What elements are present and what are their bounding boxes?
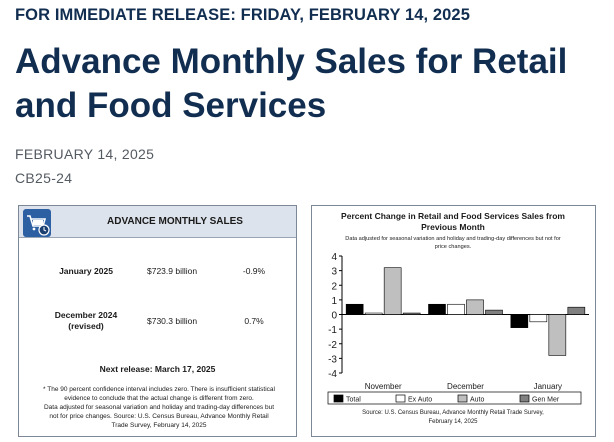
shopping-cart-clock-icon <box>23 209 51 237</box>
bar-auto-december <box>466 299 484 315</box>
legend-label: Auto <box>470 397 485 404</box>
bar-gen-mer-november <box>402 312 421 315</box>
bar-ex-auto-december <box>447 303 465 315</box>
bar-auto-november <box>383 267 402 315</box>
y-tick-label: 2 <box>331 281 337 292</box>
chart-title-line1: Percent Change in Retail and Food Servic… <box>341 211 565 221</box>
chart-card: Percent Change in Retail and Food Servic… <box>311 205 596 437</box>
legend-swatch <box>457 394 468 403</box>
footnote-line: Data adjusted for seasonal variation and… <box>43 404 275 411</box>
bar-ex-auto-november <box>364 312 383 315</box>
release-line: FOR IMMEDIATE RELEASE: FRIDAY, FEBRUARY … <box>15 6 470 24</box>
legend-label: Gen Mer <box>532 397 560 404</box>
chart-subtitle-line2: price changes. <box>435 244 472 250</box>
bar-total-january <box>510 314 529 328</box>
row-change: 0.7% <box>244 316 264 326</box>
row-label: December 2024 <box>54 310 118 320</box>
row-value: $730.3 billion <box>147 316 198 326</box>
y-tick-label: -3 <box>328 354 337 365</box>
bar-total-december <box>428 303 446 315</box>
chart-subtitle-line1: Data adjusted for seasonal variation and… <box>345 236 561 242</box>
y-tick-label: -1 <box>328 325 337 336</box>
bar-gen-mer-january <box>567 306 586 315</box>
footnote-line: evidence to conclude that the actual cha… <box>64 395 254 402</box>
legend-swatch <box>395 394 406 403</box>
summary-card: ADVANCE MONTHLY SALES January 2025 $723.… <box>18 205 297 437</box>
row-value: $723.9 billion <box>147 266 198 276</box>
percent-change-chart: Percent Change in Retail and Food Servic… <box>327 211 589 425</box>
release-id: CB25-24 <box>15 170 73 186</box>
y-tick-label: 1 <box>331 296 337 307</box>
y-tick-label: 0 <box>331 311 337 322</box>
chart-source-line2: February 14, 2025 <box>428 419 478 425</box>
x-category-label: January <box>534 382 562 391</box>
legend-label: Ex Auto <box>408 397 432 404</box>
row-label-sub: (revised) <box>68 321 104 331</box>
chart-title-line2: Previous Month <box>421 222 485 232</box>
y-tick-label: 4 <box>331 252 337 263</box>
row-label: January 2025 <box>59 266 113 276</box>
footnote-line: not for price changes. Source: U.S. Cens… <box>49 413 269 420</box>
next-release: Next release: March 17, 2025 <box>99 364 216 374</box>
x-category-label: November <box>365 382 402 391</box>
row-change: -0.9% <box>242 266 266 276</box>
bar-ex-auto-january <box>529 314 548 323</box>
legend-label: Total <box>346 397 361 404</box>
footnote-line: Trade Survey, February 14, 2025 <box>111 422 207 429</box>
bar-total-november <box>345 303 364 315</box>
y-tick-label: 3 <box>331 267 337 278</box>
chart-source-line1: Source: U.S. Census Bureau, Advance Mont… <box>362 410 544 416</box>
page-title: Advance Monthly Sales for Retail and Foo… <box>15 42 568 125</box>
legend-swatch <box>333 394 344 403</box>
summary-card-header: ADVANCE MONTHLY SALES <box>19 206 296 238</box>
x-category-label: December <box>447 382 484 391</box>
bar-gen-mer-december <box>485 309 503 315</box>
legend-box <box>327 391 582 405</box>
legend-swatch <box>519 394 530 403</box>
bar-auto-january <box>548 314 567 356</box>
y-tick-label: -2 <box>328 340 337 351</box>
release-date: FEBRUARY 14, 2025 <box>15 146 155 162</box>
summary-card-title: ADVANCE MONTHLY SALES <box>107 216 243 227</box>
footnote-line: * The 90 percent confidence interval inc… <box>43 386 275 393</box>
y-tick-label: -4 <box>328 369 337 380</box>
